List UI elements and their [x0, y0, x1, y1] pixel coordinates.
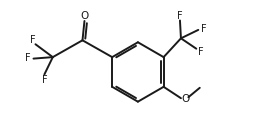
Text: F: F — [30, 35, 36, 45]
Text: F: F — [198, 47, 204, 57]
Text: F: F — [42, 75, 48, 85]
Text: F: F — [177, 10, 183, 21]
Text: O: O — [80, 10, 89, 21]
Text: F: F — [201, 24, 207, 34]
Text: O: O — [181, 94, 190, 104]
Text: F: F — [25, 53, 31, 63]
